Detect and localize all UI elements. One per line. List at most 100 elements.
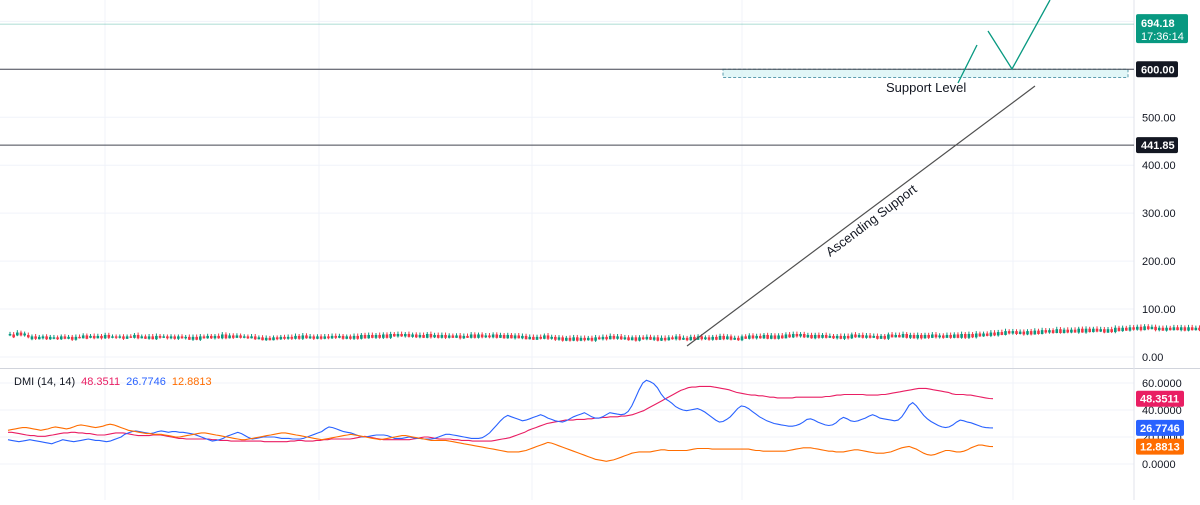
candle-body xyxy=(301,335,305,339)
candle-body xyxy=(499,334,502,338)
candle-body xyxy=(996,332,1000,336)
candle-body xyxy=(788,334,791,338)
candle-body xyxy=(1084,328,1088,333)
candle-body xyxy=(1179,327,1183,331)
candle-body xyxy=(704,337,707,340)
candle-body xyxy=(158,335,162,338)
candle-body xyxy=(634,337,638,341)
candle-body xyxy=(1110,329,1113,333)
candle-body xyxy=(495,334,499,338)
candle-body xyxy=(305,335,308,339)
candle-body xyxy=(210,335,213,339)
candle-body xyxy=(308,336,312,339)
candle-body xyxy=(12,334,15,338)
candle-body xyxy=(455,335,458,338)
candle-body xyxy=(231,335,235,338)
candle-body xyxy=(729,336,733,340)
candle-body xyxy=(1088,328,1091,333)
dmi-line-adx xyxy=(8,385,994,443)
candle-body xyxy=(480,334,484,338)
candle-body xyxy=(846,335,850,339)
candle-body xyxy=(942,335,945,338)
candle-body xyxy=(1022,331,1026,335)
candle-body xyxy=(371,334,374,338)
candle-body xyxy=(1139,326,1143,331)
candle-body xyxy=(576,337,579,341)
candle-body xyxy=(169,336,173,339)
candle-body xyxy=(414,334,418,338)
price-tick-label: 200.00 xyxy=(1142,256,1176,268)
candle-body xyxy=(660,337,663,341)
candle-body xyxy=(1044,330,1048,333)
candle-body xyxy=(488,335,491,338)
candle-body xyxy=(114,336,118,338)
candle-body xyxy=(850,334,854,339)
level-tag-text: 600.00 xyxy=(1141,64,1175,76)
dmi-lines xyxy=(7,379,994,462)
candle-body xyxy=(590,337,594,341)
candle-body xyxy=(1168,327,1172,331)
candle-body xyxy=(275,337,279,340)
candle-body xyxy=(572,337,575,341)
candle-body xyxy=(85,335,89,339)
candle-body xyxy=(272,337,275,341)
candle-body xyxy=(707,337,711,340)
candle-body xyxy=(400,333,403,337)
candle-body xyxy=(1092,328,1095,333)
candle-body xyxy=(982,333,985,337)
candle-body xyxy=(122,336,125,339)
candle-body xyxy=(458,335,462,339)
candle-body xyxy=(250,336,253,339)
candle-body xyxy=(1190,327,1194,331)
candle-body xyxy=(539,336,542,339)
candle-body xyxy=(656,337,660,341)
candle-body xyxy=(1070,329,1073,333)
candle-body xyxy=(791,333,795,338)
candle-body xyxy=(48,336,52,340)
candle-body xyxy=(202,336,206,339)
candle-body xyxy=(1194,327,1198,331)
candle-body xyxy=(898,334,901,338)
candle-body xyxy=(769,335,773,339)
candle-body xyxy=(905,333,908,338)
candle-body xyxy=(199,336,202,340)
candle-body xyxy=(627,337,630,341)
candle-body xyxy=(532,336,535,340)
dmi-line-di xyxy=(7,423,994,462)
candle-body xyxy=(619,336,623,340)
candle-body xyxy=(78,336,81,339)
candle-body xyxy=(993,332,996,336)
candle-body xyxy=(824,334,828,338)
candle-body xyxy=(59,336,63,340)
candle-body xyxy=(429,333,433,338)
candle-body xyxy=(1157,327,1161,331)
candle-body xyxy=(133,334,136,338)
candle-body xyxy=(341,335,345,339)
candle-body xyxy=(1128,327,1132,331)
candle-body xyxy=(711,336,715,340)
candle-body xyxy=(952,334,956,338)
candle-body xyxy=(510,334,513,339)
candle-body xyxy=(938,335,941,338)
candle-body xyxy=(360,334,363,339)
candle-body xyxy=(261,337,264,341)
candle-body xyxy=(597,337,601,340)
candle-body xyxy=(956,334,960,338)
candle-body xyxy=(1125,327,1128,331)
dmi-line-di xyxy=(7,379,994,445)
candle-body xyxy=(923,334,927,339)
candle-body xyxy=(327,336,330,339)
candle-body xyxy=(1011,331,1015,334)
candle-body xyxy=(1165,327,1168,331)
candle-body xyxy=(876,335,879,339)
projection-segment xyxy=(957,44,978,84)
candle-body xyxy=(129,336,133,338)
candle-body xyxy=(473,334,477,338)
candle-body xyxy=(1015,331,1018,334)
candle-body xyxy=(290,336,294,339)
candle-body xyxy=(8,333,12,336)
candle-body xyxy=(220,334,224,339)
candle-body xyxy=(378,334,381,338)
